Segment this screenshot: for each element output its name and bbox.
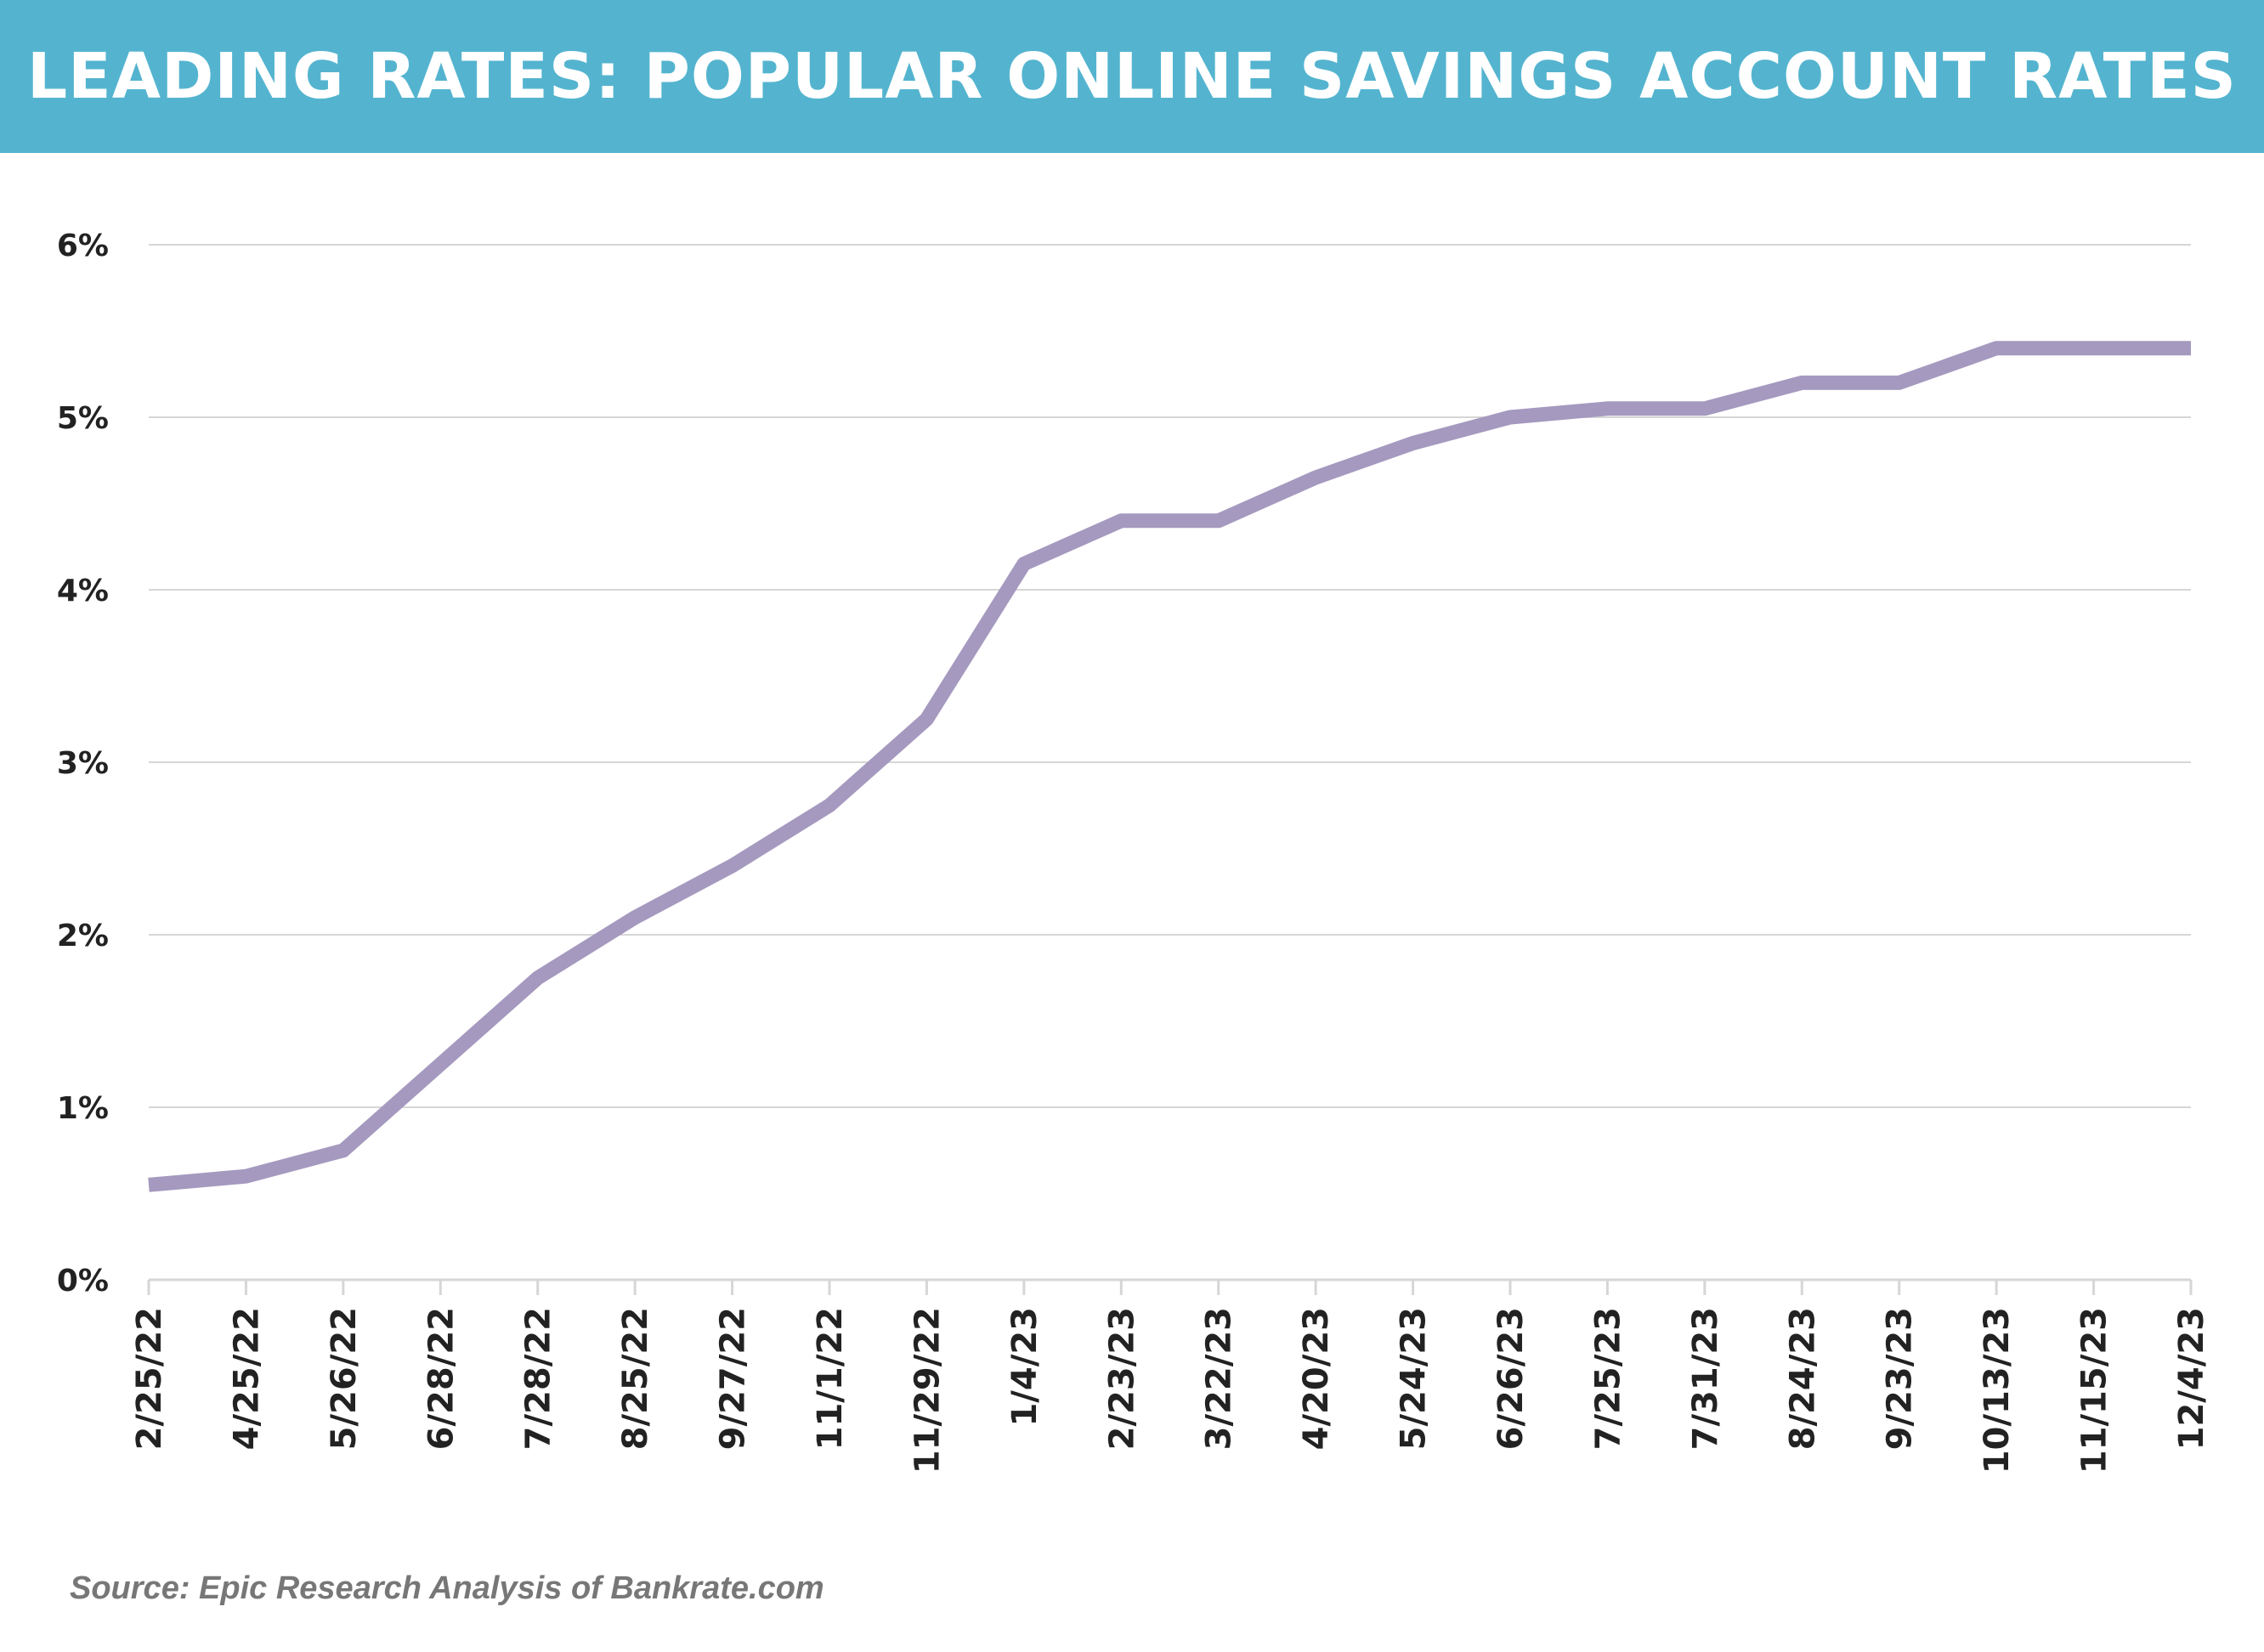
x-axis: 2/25/22 4/25/22 5/26/22 6/28/22 7/28/22 8/25/…: [130, 1278, 2211, 1474]
data-point: [2093, 348, 2095, 349]
data-point: [1218, 520, 1220, 522]
data-point: [342, 1150, 344, 1151]
data-point: [634, 917, 636, 919]
data-point: [1315, 477, 1316, 478]
source-note: Source: Epic Research Analysis of Bankra…: [70, 1570, 824, 1606]
y-axis: 0% 1% 2% 3% 4% 5% 6%: [57, 229, 109, 1298]
x-tick-label: 7/28/22: [519, 1307, 558, 1450]
x-tick-label: 7/31/23: [1686, 1307, 1725, 1450]
x-tick-label: 11/29/22: [908, 1307, 947, 1474]
x-tick-label: 1/4/23: [1005, 1307, 1044, 1427]
x-tick-label: 9/27/22: [714, 1307, 753, 1450]
data-point: [245, 1175, 246, 1177]
data-point: [1120, 520, 1122, 522]
x-tick-label: 12/4/23: [2172, 1307, 2211, 1450]
x-tick-label: 4/20/23: [1297, 1307, 1336, 1450]
series-line: [148, 341, 2191, 1192]
y-tick-label: 1%: [57, 1091, 109, 1126]
x-tick-label: 5/26/22: [325, 1307, 364, 1450]
data-point: [439, 1063, 441, 1065]
x-tick-label: 9/23/23: [1881, 1307, 1920, 1450]
data-point: [732, 865, 733, 867]
x-tick-label: 8/25/22: [616, 1307, 655, 1450]
y-tick-label: 5%: [57, 401, 109, 436]
gridlines: [149, 244, 2191, 1108]
y-tick-label: 4%: [57, 574, 109, 608]
data-point: [1899, 382, 1900, 383]
title-banner: LEADING RATES: POPULAR ONLINE SAVINGS AC…: [0, 0, 2264, 153]
y-tick-label: 0%: [57, 1264, 109, 1298]
data-point: [537, 977, 539, 979]
y-tick-label: 3%: [57, 746, 109, 781]
data-point: [1801, 382, 1803, 383]
x-tick-label: 4/25/22: [227, 1307, 266, 1450]
x-tick-label: 11/15/23: [2075, 1307, 2114, 1474]
data-point: [1412, 442, 1414, 444]
data-point: [148, 1184, 150, 1185]
x-tick-label: 2/23/23: [1102, 1307, 1141, 1450]
chart-title: LEADING RATES: POPULAR ONLINE SAVINGS AC…: [27, 40, 2237, 113]
data-point: [2190, 348, 2192, 349]
data-point: [1606, 408, 1608, 410]
x-tick-label: 11/1/22: [811, 1307, 850, 1450]
data-point: [925, 718, 927, 720]
x-tick-label: 3/22/23: [1200, 1307, 1239, 1450]
data-point: [829, 805, 830, 806]
x-tick-label: 5/24/23: [1395, 1307, 1434, 1450]
data-point: [1704, 408, 1706, 410]
data-point: [1023, 563, 1025, 565]
x-tick-label: 8/24/23: [1783, 1307, 1822, 1450]
data-point: [1509, 416, 1511, 418]
y-tick-label: 6%: [57, 229, 109, 263]
x-tick-label: 10/13/23: [1978, 1307, 2017, 1474]
x-tick-label: 7/25/23: [1588, 1307, 1627, 1450]
x-tick-label: 6/26/23: [1491, 1307, 1531, 1450]
plot-area: [148, 341, 2192, 1192]
x-tick-label: 6/28/22: [422, 1307, 461, 1450]
data-point: [1995, 348, 1997, 349]
y-tick-label: 2%: [57, 919, 109, 953]
x-tick-label: 2/25/22: [130, 1307, 169, 1450]
